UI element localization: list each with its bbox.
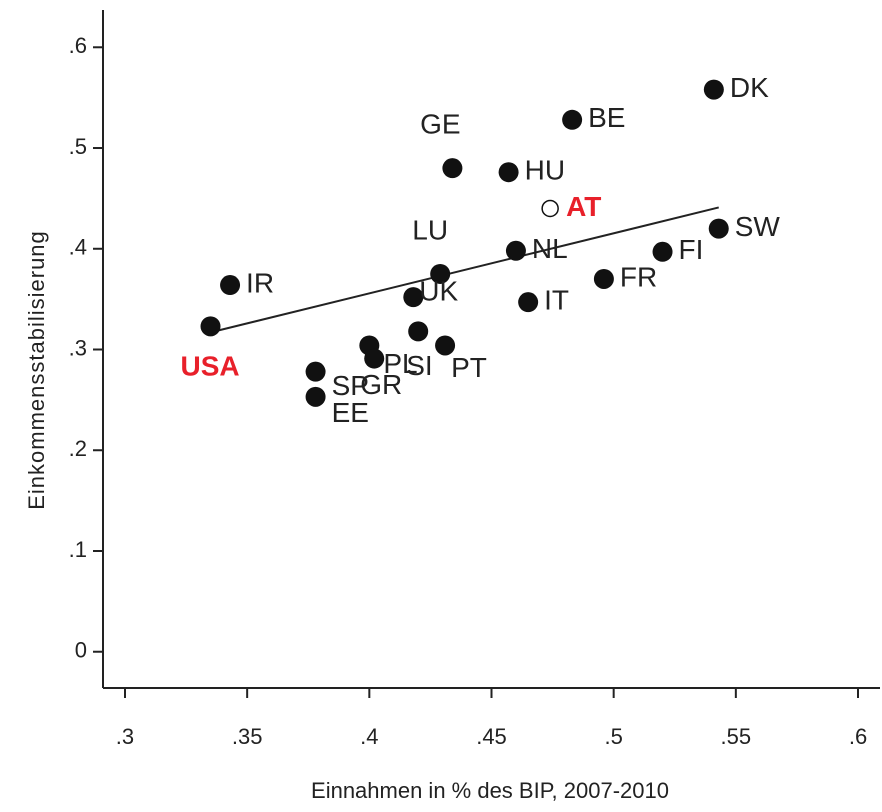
point-label: FI [679, 234, 704, 265]
point-label: PT [451, 352, 487, 383]
point-label: NL [532, 233, 568, 264]
point-label: DK [730, 72, 769, 103]
point [652, 241, 673, 262]
point [442, 158, 463, 179]
point-label: UK [419, 276, 458, 307]
x-tick-label: .3 [116, 724, 134, 749]
point-label: PL [383, 348, 417, 379]
point [305, 386, 326, 407]
y-tick-label: .2 [69, 436, 87, 461]
point [200, 316, 221, 337]
point [708, 218, 729, 239]
point-label: BE [588, 102, 625, 133]
point-label: GR [360, 369, 402, 400]
y-tick-label: .1 [69, 537, 87, 562]
point-label: AT [566, 191, 601, 222]
y-tick-label: .3 [69, 335, 87, 360]
point-label: IT [544, 285, 569, 316]
x-tick-label: .45 [476, 724, 507, 749]
point [593, 268, 614, 289]
point [703, 79, 724, 100]
x-tick-label: .4 [360, 724, 378, 749]
point-label: SI [406, 350, 432, 381]
y-tick-label: .5 [69, 134, 87, 159]
point [220, 275, 241, 296]
y-tick-label: 0 [75, 638, 87, 663]
point-label: LU [412, 214, 448, 245]
point-label: SP [332, 370, 369, 401]
point [518, 292, 539, 313]
x-tick-label: .6 [849, 724, 867, 749]
x-axis-label: Einnahmen in % des BIP, 2007-2010 [311, 778, 669, 803]
point-label: HU [525, 155, 565, 186]
point [305, 361, 326, 382]
point [403, 287, 424, 308]
point-label: USA [181, 351, 240, 382]
point [364, 348, 385, 369]
x-tick-label: .5 [604, 724, 622, 749]
point [435, 335, 456, 356]
point [430, 263, 451, 284]
x-tick-label: .55 [721, 724, 752, 749]
point-label: SW [735, 211, 781, 242]
y-tick-label: .4 [69, 235, 87, 260]
point-label: GE [420, 109, 460, 140]
fit-line [210, 206, 719, 334]
point [562, 109, 583, 130]
point-label: EE [332, 397, 369, 428]
point-label: IR [246, 267, 274, 298]
hollow-point [541, 199, 559, 218]
point [408, 321, 429, 342]
point [505, 240, 526, 261]
x-tick-label: .35 [232, 724, 263, 749]
point [498, 162, 519, 183]
point-label: FR [620, 261, 657, 292]
y-axis-label: Einkommensstabilisierung [24, 230, 49, 510]
y-tick-label: .6 [69, 33, 87, 58]
